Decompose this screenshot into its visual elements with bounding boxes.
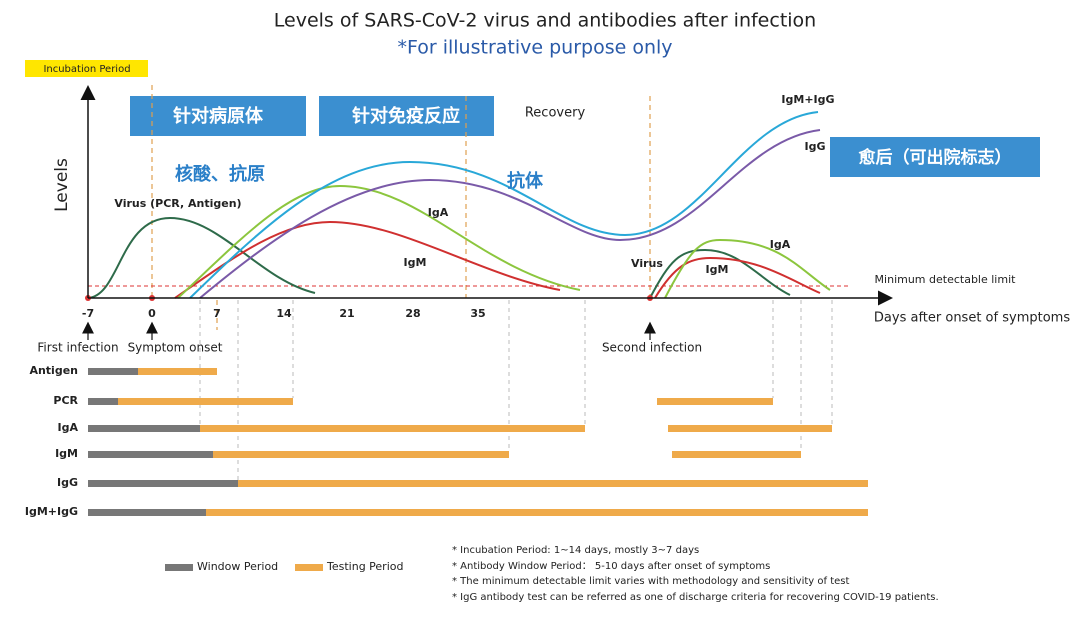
box: 愈后（可出院标志） bbox=[859, 147, 1012, 168]
legend-swatch bbox=[165, 564, 193, 571]
box: 针对免疫反应 bbox=[352, 105, 460, 127]
legend-label: Window Period bbox=[197, 560, 278, 573]
annotation: IgA bbox=[770, 238, 791, 251]
note: * The minimum detectable limit varies wi… bbox=[452, 576, 849, 587]
box: 针对病原体 bbox=[173, 105, 264, 127]
x-tick: 0 bbox=[148, 307, 156, 320]
y-label: Levels bbox=[52, 158, 72, 212]
event-arrows bbox=[82, 321, 656, 340]
annotation: IgM bbox=[706, 263, 729, 276]
note: * IgG antibody test can be referred as o… bbox=[452, 592, 939, 603]
guide-lines bbox=[199, 300, 833, 480]
annotation: IgM+IgG bbox=[781, 93, 834, 106]
annotation: IgA bbox=[428, 206, 449, 219]
row-label: IgG bbox=[57, 476, 78, 489]
row-label: IgM bbox=[55, 447, 78, 460]
period-bars: Antigen PCR IgA IgM IgG IgM+IgG bbox=[25, 364, 868, 518]
annotation: Virus bbox=[631, 257, 663, 270]
row-label: IgM+IgG bbox=[25, 505, 78, 518]
annotation: 核酸、抗原 bbox=[175, 163, 265, 185]
annotation: Minimum detectable limit bbox=[875, 273, 1017, 286]
event: Symptom onset bbox=[128, 341, 223, 355]
curves bbox=[87, 111, 831, 299]
tag: Incubation Period bbox=[43, 64, 130, 75]
annotation: IgM bbox=[404, 256, 427, 269]
row-label: Antigen bbox=[29, 364, 78, 377]
x-ticks: -7 0 7 14 21 28 35 bbox=[82, 307, 486, 320]
x-tick: 14 bbox=[276, 307, 292, 320]
subtitle: *For illustrative purpose only bbox=[397, 37, 672, 59]
x-tick: 28 bbox=[405, 307, 420, 320]
event: Second infection bbox=[602, 341, 702, 355]
labels: Recovery 核酸、抗原 抗体 Virus (PCR, Antigen) I… bbox=[114, 93, 1016, 286]
x-tick: 35 bbox=[470, 307, 485, 320]
tag-bg bbox=[25, 60, 148, 77]
event: First infection bbox=[37, 341, 118, 355]
annotation: IgG bbox=[805, 140, 826, 153]
note: * Incubation Period: 1~14 days, mostly 3… bbox=[452, 545, 699, 556]
legend-swatch bbox=[295, 564, 323, 571]
boxes: 针对病原体 针对免疫反应 愈后（可出院标志） bbox=[130, 96, 1040, 177]
x-tick: -7 bbox=[82, 307, 94, 320]
annotation: 抗体 bbox=[507, 170, 544, 192]
annotation: Recovery bbox=[525, 106, 586, 121]
x-tick: 7 bbox=[213, 307, 221, 320]
row-label: IgA bbox=[58, 421, 79, 434]
x-label: Days after onset of symptoms bbox=[874, 311, 1070, 326]
title: Levels of SARS-CoV-2 virus and antibodie… bbox=[274, 10, 816, 32]
x-tick: 21 bbox=[339, 307, 354, 320]
note: * Antibody Window Period： 5-10 days afte… bbox=[452, 561, 770, 572]
annotation: Virus (PCR, Antigen) bbox=[114, 197, 241, 210]
legend-label: Testing Period bbox=[326, 560, 403, 573]
phase-lines bbox=[151, 85, 651, 330]
row-label: PCR bbox=[53, 394, 78, 407]
